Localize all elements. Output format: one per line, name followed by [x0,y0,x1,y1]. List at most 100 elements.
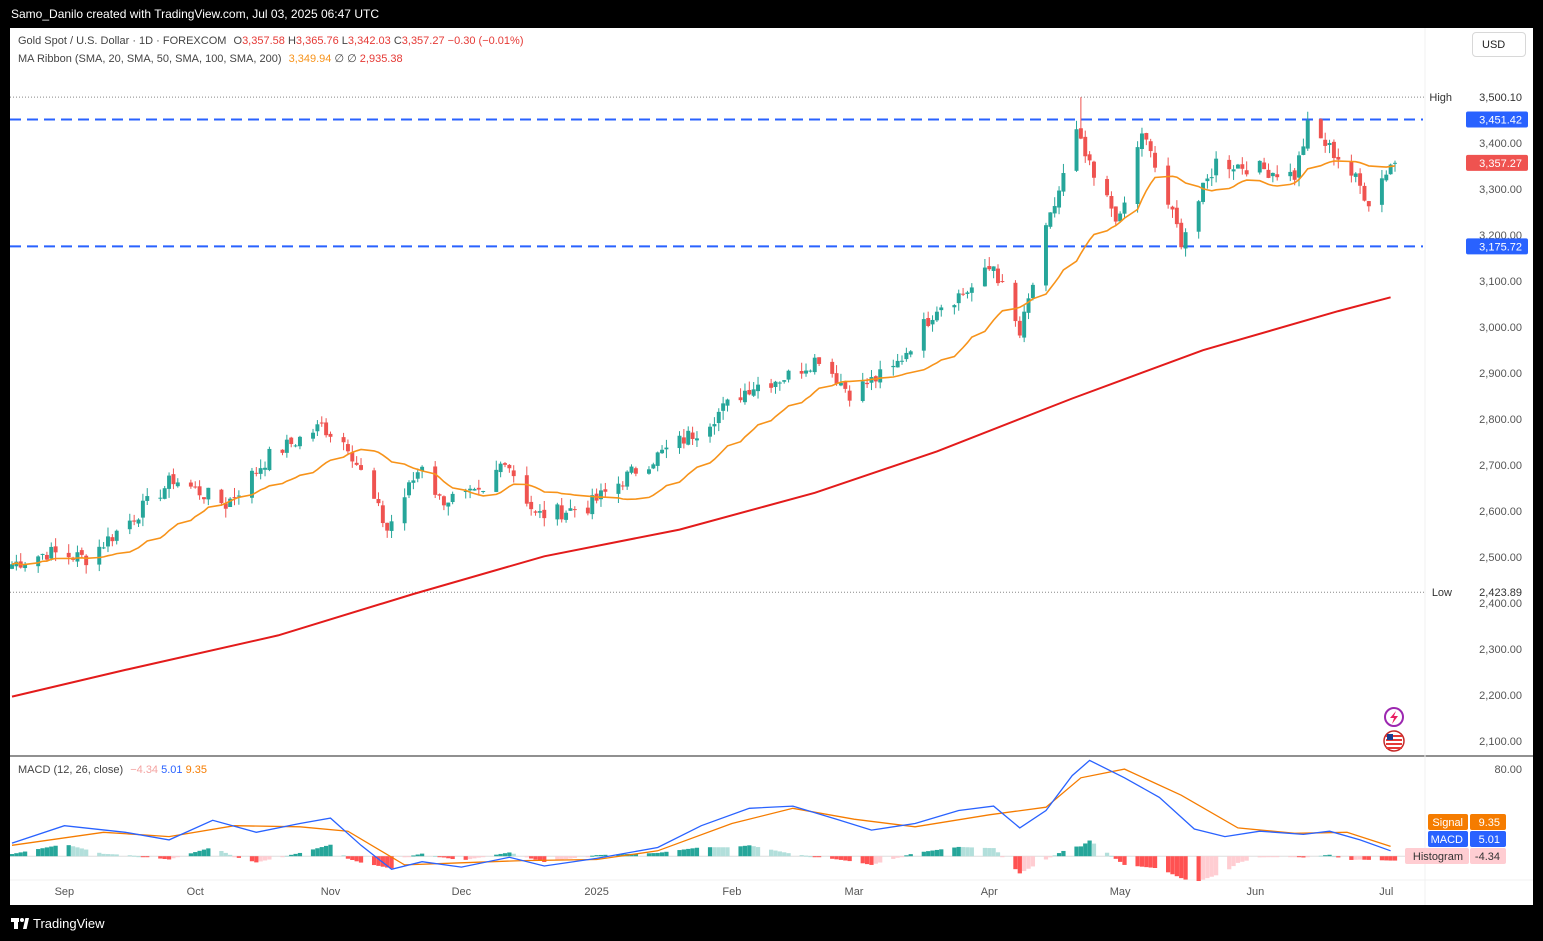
candle-body [747,389,752,395]
candle-body [865,382,870,385]
macd-histogram-bar [1244,856,1249,861]
macd-histogram-bar [481,856,486,858]
candle-body [1262,162,1267,170]
candle-body [354,462,359,465]
macd-tag-value: 5.01 [1479,834,1500,846]
macd-histogram-bar [782,852,787,857]
macd-histogram-bar [860,856,865,864]
candle-body [996,268,1000,284]
time-tick-label: Apr [981,886,998,898]
candle-body [782,380,787,382]
chart-canvas[interactable]: 2,100.00 2,200.00 2,300.00 2,400.00 2,500.00… [10,28,1533,905]
macd-histogram-bar [524,856,529,858]
sma20-line [11,160,1396,566]
macd-histogram-bar [899,856,905,858]
last-price-value: 3,357.27 [1479,158,1522,170]
macd-histogram-bar [843,856,848,861]
macd-histogram-bar [228,854,233,857]
macd-histogram-bar [686,848,691,857]
candle-body [1074,129,1079,171]
signal-tag-label-box [1428,814,1468,831]
macd-histogram-bar [1357,856,1363,860]
candle-body [860,381,865,401]
candle-body [280,449,285,453]
candle-body [1393,162,1397,164]
candle-body [476,487,481,490]
candle-body [236,495,241,497]
macd-histogram-bar [1083,843,1088,857]
candle-body [49,546,54,559]
chart-panel[interactable]: 2,100.00 2,200.00 2,300.00 2,400.00 2,500.00… [10,28,1533,905]
candle-body [969,287,974,293]
macd-tag-label-box [1428,831,1468,848]
candle-body [1270,172,1275,177]
histogram-tag-value-box [1470,848,1506,865]
candle-body [620,485,625,487]
macd-histogram-bar [1270,856,1275,858]
macd-histogram-bar [982,847,988,857]
attribution-text: Samo_Danilo created with TradingView.com… [11,7,379,21]
candle-body [677,435,682,449]
candle-body [1209,177,1214,179]
candle-body [1044,225,1048,286]
ma-label[interactable]: MA Ribbon (SMA, 20, SMA, 50, SMA, 100, S… [18,53,282,65]
candle-body [1122,202,1127,214]
symbol-name[interactable]: Gold Spot / U.S. Dollar · 1D · FOREXCOM [18,35,227,47]
us-flag-stripe [1386,739,1402,741]
candle-body [1366,201,1371,207]
candle-body [441,496,446,506]
macd-histogram-bar [284,855,289,857]
macd-histogram-bar [1048,856,1053,858]
macd-histogram-bar [463,856,468,860]
macd-histogram-bar [1078,846,1084,857]
macd-histogram-bar [53,845,58,857]
macd-tick-label: 80.00 [1494,764,1522,776]
tradingview-logo[interactable]: TradingView [11,916,105,931]
candle-body [1214,158,1219,176]
candle-body [328,433,333,437]
currency-button[interactable]: USD [1472,32,1526,57]
macd-histogram-bar [646,853,652,857]
candle-body [1201,182,1206,202]
macd-histogram-bar [864,856,870,865]
candle-body [75,552,80,562]
candle-body [1305,120,1310,149]
macd-histogram-bar [380,856,385,867]
candle-body [625,471,630,487]
candle-body [1183,232,1188,249]
macd-histogram-bar [171,856,176,859]
time-tick-label: 2025 [584,886,608,898]
macd-histogram-bar [1026,856,1031,869]
macd-histogram-bar [1091,843,1097,857]
candle-body [511,470,516,477]
candle-body [345,444,350,452]
macd-histogram-bar [371,856,377,866]
macd-histogram-bar [254,856,259,863]
macd-histogram-bar [1109,855,1114,857]
macd-histogram-bar [188,853,193,857]
candle-body [263,467,268,470]
candle-body [219,489,224,504]
time-tick-label: May [1110,886,1131,898]
macd-histogram-bar [1043,856,1049,860]
candle-body [175,482,180,487]
candle-body [529,501,534,510]
macd-histogram-bar [690,848,695,857]
macd-histogram-bar [114,854,119,857]
price-tick-label: 2,600.00 [1479,506,1522,518]
macd-histogram-bar [738,846,743,857]
candle-body [188,482,193,487]
signal-tag-value: 9.35 [1479,817,1500,829]
close-value: 3,357.27 [401,35,445,47]
candle-body [1022,311,1027,338]
candle-body [1227,159,1232,170]
macd-label[interactable]: MACD (12, 26, close) [18,764,124,776]
macd-histogram-bar [507,852,512,857]
candle-body [1257,160,1262,173]
candle-body [834,373,839,384]
macd-histogram-bar [40,848,45,857]
macd-histogram-bar [132,855,137,857]
macd-histogram-bar [747,845,752,857]
macd-histogram-bar [289,854,294,857]
candle-body [1144,133,1149,140]
